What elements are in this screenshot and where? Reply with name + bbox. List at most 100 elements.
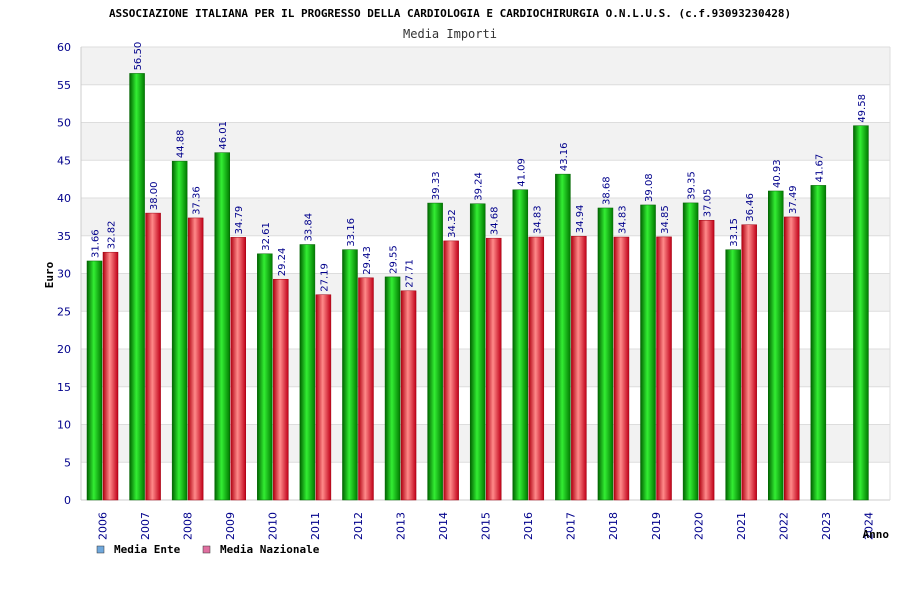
data-label-media-ente: 31.66 (91, 229, 102, 258)
x-tick-label: 2014 (437, 512, 450, 540)
bar-media-nazionale (613, 236, 630, 501)
legend: Media Ente Media Nazionale (96, 543, 320, 556)
y-tick-label: 15 (57, 381, 71, 394)
y-tick-label: 20 (57, 343, 71, 356)
bar-media-nazionale (571, 235, 587, 501)
x-axis-label: Anno (863, 528, 890, 541)
data-label-media-nazionale: 37.05 (703, 189, 714, 218)
bar-media-ente (171, 160, 188, 501)
bar-media-ente (810, 185, 827, 501)
x-tick-label: 2006 (96, 512, 109, 540)
bar-media-ente (597, 207, 614, 501)
data-label-media-nazionale: 32.82 (107, 221, 118, 250)
bar-media-nazionale (741, 224, 757, 501)
bar-media-ente (469, 203, 486, 501)
data-label-media-ente: 39.33 (431, 171, 442, 200)
bar-media-nazionale (443, 240, 459, 501)
bar-media-ente (725, 249, 741, 501)
y-tick-label: 45 (57, 154, 71, 167)
y-tick-label: 50 (57, 117, 71, 130)
data-label-media-nazionale: 34.68 (490, 207, 501, 236)
data-label-media-nazionale: 27.19 (319, 263, 330, 292)
x-tick-label: 2011 (309, 512, 322, 540)
legend-swatch-media-ente (96, 545, 105, 554)
bar-media-ente (384, 276, 401, 501)
bar-media-nazionale (187, 217, 204, 501)
y-tick-label: 60 (57, 41, 71, 54)
data-label-media-ente: 33.16 (346, 218, 357, 247)
bar-media-ente (257, 253, 273, 501)
chart-title: ASSOCIAZIONE ITALIANA PER IL PROGRESSO D… (109, 7, 791, 20)
data-label-media-nazionale: 34.85 (660, 205, 671, 234)
data-label-media-nazionale: 34.83 (532, 205, 543, 234)
data-label-media-nazionale: 27.71 (405, 259, 416, 288)
data-label-media-ente: 38.68 (601, 176, 612, 205)
data-label-media-ente: 39.35 (687, 171, 698, 200)
bar-media-nazionale (698, 220, 715, 501)
x-tick-label: 2008 (181, 512, 194, 540)
bar-media-nazionale (230, 237, 246, 501)
y-tick-label: 30 (57, 268, 71, 281)
legend-label-media-nazionale: Media Nazionale (220, 543, 320, 556)
x-tick-label: 2017 (565, 512, 578, 540)
bar-media-ente (853, 125, 869, 501)
y-tick-label: 0 (64, 494, 71, 507)
legend-label-media-ente: Media Ente (114, 543, 181, 556)
data-label-media-nazionale: 37.36 (192, 186, 203, 215)
x-tick-label: 2018 (607, 512, 620, 540)
x-tick-label: 2021 (735, 512, 748, 540)
bar-media-ente (682, 202, 699, 501)
y-axis-label: Euro (43, 261, 56, 288)
bar-media-ente (342, 249, 358, 501)
data-label-media-ente: 43.16 (559, 143, 570, 172)
x-tick-label: 2009 (224, 512, 237, 540)
x-tick-label: 2016 (522, 512, 535, 540)
x-tick-label: 2010 (267, 512, 280, 540)
bar-media-ente (512, 189, 529, 501)
bar-media-nazionale (358, 277, 374, 501)
data-label-media-nazionale: 34.94 (575, 205, 586, 234)
x-tick-label: 2007 (139, 512, 152, 540)
bar-media-ente (768, 190, 784, 501)
bar-media-ente (640, 204, 656, 501)
data-label-media-ente: 29.55 (389, 245, 400, 274)
x-tick-label: 2022 (778, 512, 791, 540)
y-tick-label: 25 (57, 305, 71, 318)
background-band (81, 122, 890, 161)
x-tick-label: 2019 (650, 512, 663, 540)
y-tick-label: 55 (57, 79, 71, 92)
data-label-media-ente: 56.50 (133, 42, 144, 71)
data-label-media-ente: 32.61 (261, 222, 272, 251)
bar-media-nazionale (315, 294, 332, 501)
bar-media-nazionale (145, 212, 161, 501)
bar-media-ente (427, 202, 443, 501)
x-tick-label: 2020 (692, 512, 705, 540)
data-label-media-ente: 41.67 (814, 154, 825, 183)
bar-media-nazionale (273, 278, 289, 501)
data-label-media-nazionale: 29.24 (277, 248, 288, 277)
data-label-media-nazionale: 29.43 (362, 246, 373, 275)
plot-area: 0 5 10 15 20 25 30 35 40 45 50 55 60 31.66 32.82 2006 56… (57, 41, 891, 540)
x-tick-label: 2023 (820, 512, 833, 540)
chart-subtitle: Media Importi (403, 27, 497, 41)
data-label-media-ente: 49.58 (857, 94, 868, 123)
bar-media-nazionale (528, 236, 545, 501)
data-label-media-ente: 40.93 (772, 159, 783, 188)
y-tick-label: 35 (57, 230, 71, 243)
data-label-media-ente: 33.84 (303, 213, 314, 242)
bar-media-nazionale (102, 251, 119, 501)
bar-media-ente (214, 152, 230, 501)
bar-media-nazionale (784, 216, 800, 501)
data-label-media-ente: 39.24 (474, 172, 485, 201)
data-label-media-nazionale: 34.32 (447, 209, 458, 238)
data-label-media-ente: 41.09 (516, 158, 527, 187)
x-tick-label: 2024 (863, 512, 876, 540)
data-label-media-ente: 33.15 (729, 218, 740, 247)
x-tick-label: 2012 (352, 512, 365, 540)
data-label-media-nazionale: 36.46 (745, 193, 756, 222)
background-band (81, 47, 890, 85)
data-label-media-nazionale: 38.00 (149, 181, 160, 210)
data-label-media-nazionale: 34.79 (234, 206, 245, 235)
y-tick-label: 10 (57, 419, 71, 432)
